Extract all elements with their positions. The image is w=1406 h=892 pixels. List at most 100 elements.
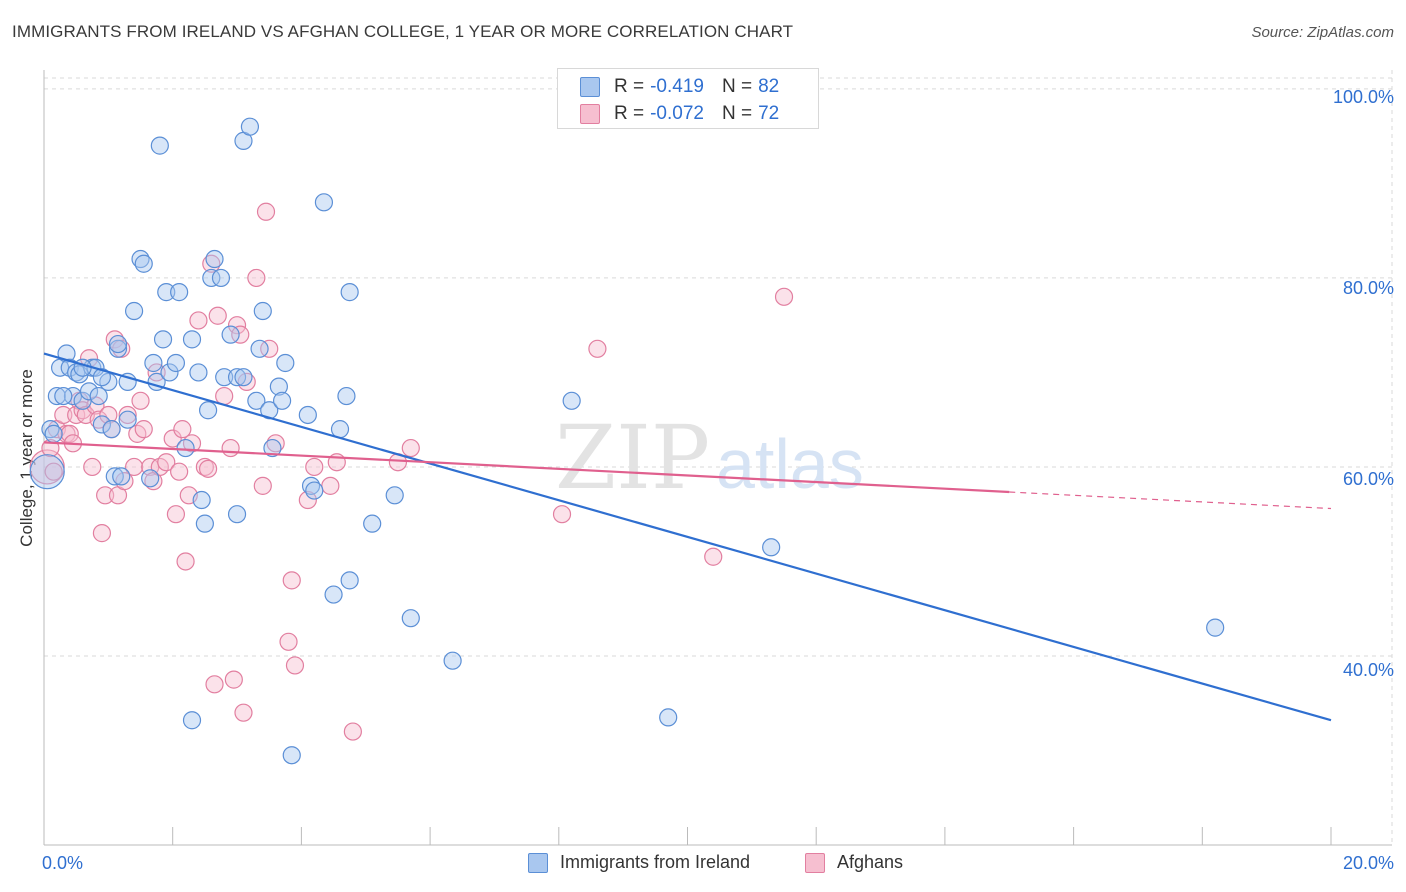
afghans-point [96, 486, 115, 505]
afghans-point [205, 675, 224, 694]
ireland-point [234, 368, 253, 387]
afghans-point [234, 703, 253, 722]
ireland-point [211, 268, 231, 288]
n-value: 72 [758, 103, 780, 124]
stats-legend: R = -0.419 N = 82 R = -0.072 N = 72 [557, 68, 819, 129]
ireland-trend-line [43, 352, 1332, 722]
afghans-point [321, 476, 340, 495]
afghans-point [131, 391, 150, 410]
legend-item-ireland[interactable]: Immigrants from Ireland [528, 852, 750, 873]
watermark-atlas: atlas [716, 425, 864, 503]
y-tick-label-60: 60.0% [1342, 469, 1394, 489]
afghans-point [170, 462, 189, 481]
ireland-point [160, 363, 179, 382]
ireland-point [247, 391, 266, 410]
afghans-point [343, 722, 362, 741]
afghans-point [305, 457, 324, 477]
afghans-point [704, 547, 723, 566]
afghans-point [285, 656, 305, 675]
afghans-point [60, 424, 79, 443]
legend-item-afghans[interactable]: Afghans [805, 852, 903, 873]
afghans-point [54, 405, 73, 425]
ireland-point [385, 486, 404, 505]
ireland-point [108, 339, 128, 358]
afghans-point [224, 670, 243, 689]
stats-row-afghans: R = -0.072 N = 72 [580, 102, 779, 126]
afghans-point [260, 339, 279, 358]
chart-source: Source: ZipAtlas.com [1251, 24, 1394, 41]
n-value: 82 [758, 76, 780, 97]
ireland-point [189, 363, 208, 382]
ireland-point [240, 117, 260, 136]
ireland-point [195, 514, 214, 533]
afghans-point [279, 632, 298, 651]
afghans-point [227, 316, 247, 335]
afghans-point [166, 505, 186, 524]
afghans-point [552, 505, 572, 524]
ireland-point [44, 424, 63, 443]
ireland-point [141, 469, 160, 488]
x-tick-label-max: 20.0% [1342, 853, 1394, 873]
ireland-points [29, 117, 1225, 765]
ireland-point [562, 391, 581, 410]
afghans-swatch [580, 104, 600, 124]
ireland-point [182, 711, 202, 730]
r-value: -0.072 [650, 103, 704, 124]
afghans-point [208, 306, 227, 325]
ireland-point [337, 386, 356, 406]
ireland-point [227, 368, 247, 387]
afghans-point [189, 311, 208, 330]
axes [43, 70, 1392, 846]
ireland-point [314, 193, 334, 212]
afghans-point [163, 429, 182, 448]
afghans-point [99, 405, 118, 425]
watermark: ZIP atlas [555, 406, 864, 509]
ireland-point [54, 386, 73, 406]
series-legend: Immigrants from Ireland Afghans [0, 852, 1406, 878]
chart-title: IMMIGRANTS FROM IRELAND VS AFGHAN COLLEG… [12, 22, 794, 41]
ireland-legend-swatch [528, 852, 548, 873]
x-tick-label-min: 0.0% [42, 853, 84, 873]
ireland-point [79, 382, 99, 401]
afghans-point [176, 552, 195, 571]
ireland-point [89, 386, 108, 406]
ireland-point [198, 401, 218, 420]
afghans-point [83, 457, 102, 477]
afghans-trend-line [43, 441, 1010, 494]
afghans-trend-line-extension [1009, 491, 1332, 510]
legend-label-afghans: Afghans [837, 852, 904, 872]
ireland-point [29, 454, 65, 490]
n-label: N = [721, 103, 753, 124]
y-tick-label-80: 80.0% [1342, 278, 1394, 298]
ireland-point [170, 283, 189, 302]
afghans-point [231, 325, 250, 344]
ireland-point [118, 410, 137, 429]
afghans-point [215, 386, 234, 406]
stats-row-ireland: R = -0.419 N = 82 [580, 75, 779, 99]
ireland-point [205, 249, 224, 269]
ireland-point [134, 254, 153, 273]
ireland-point [92, 368, 112, 387]
watermark-zip: ZIP [555, 406, 710, 509]
ireland-point [102, 420, 121, 439]
ireland-point [305, 481, 324, 500]
ireland-point [182, 330, 202, 349]
ireland-point [105, 467, 124, 486]
afghans-point [198, 459, 218, 478]
ireland-point [227, 505, 247, 524]
ireland-point [108, 334, 128, 354]
ireland-point [250, 339, 269, 358]
ireland-point [215, 368, 234, 387]
ireland-point [340, 283, 359, 302]
afghans-point [401, 438, 420, 458]
ireland-point [443, 651, 462, 670]
ireland-point [153, 330, 173, 349]
y-tick-label-40: 40.0% [1342, 660, 1394, 680]
ireland-point [202, 268, 221, 288]
ireland-point [124, 301, 144, 321]
afghans-point [282, 571, 301, 590]
ireland-point [253, 301, 272, 321]
ireland-point [112, 467, 131, 486]
trend-lines [43, 352, 1332, 722]
